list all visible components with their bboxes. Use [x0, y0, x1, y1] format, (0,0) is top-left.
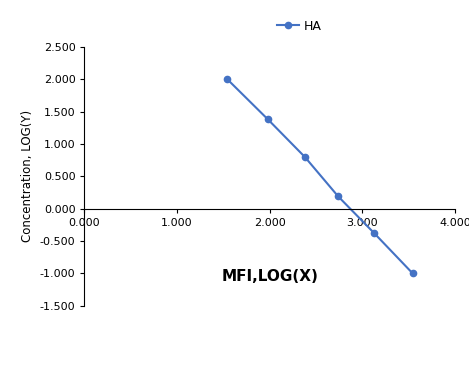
HA	[225, 77, 230, 82]
HA	[410, 271, 416, 276]
Legend: HA: HA	[277, 20, 322, 33]
Y-axis label: Concentration, LOG(Y): Concentration, LOG(Y)	[21, 110, 34, 243]
HA	[371, 231, 377, 236]
HA	[302, 155, 308, 160]
Line: HA: HA	[224, 76, 416, 276]
X-axis label: MFI,LOG(X): MFI,LOG(X)	[221, 269, 318, 285]
HA	[335, 194, 341, 199]
HA	[265, 117, 271, 122]
